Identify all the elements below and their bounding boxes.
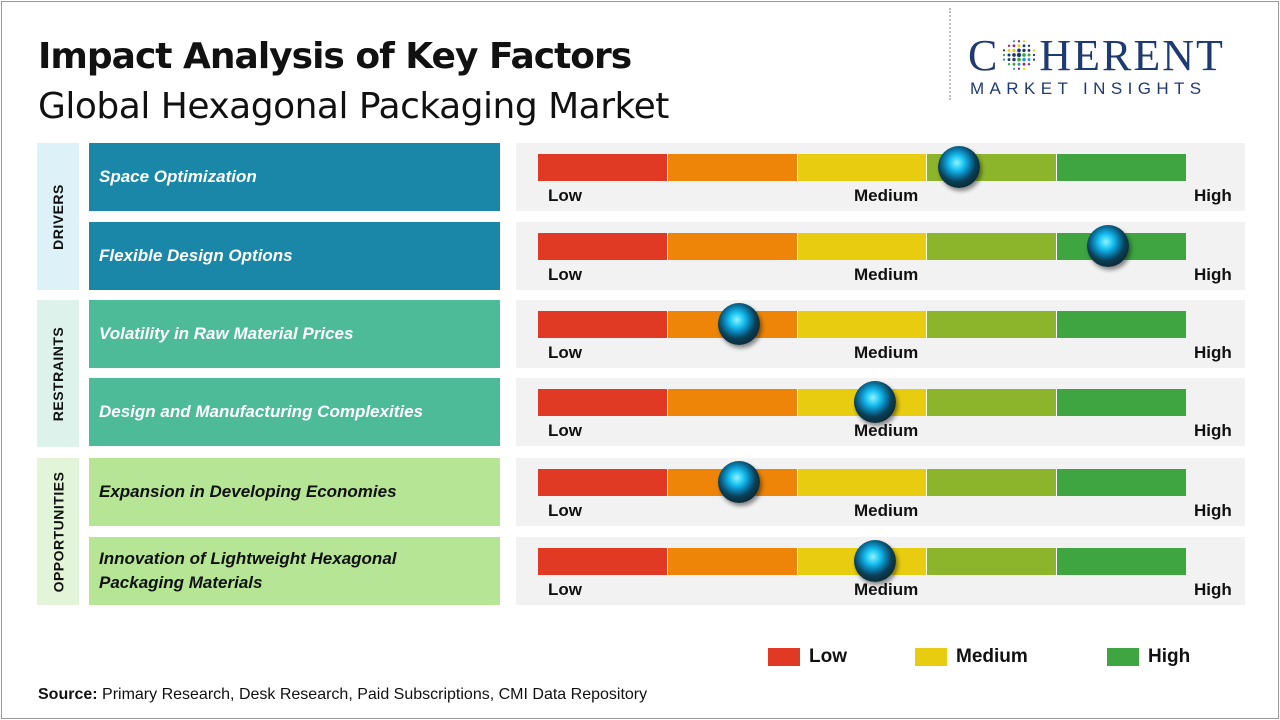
impact-marker bbox=[717, 461, 760, 503]
scale-label-low: Low bbox=[548, 421, 582, 440]
scale-segment bbox=[1057, 469, 1186, 496]
chart-subtitle: Global Hexagonal Packaging Market bbox=[38, 86, 669, 127]
scale-segment bbox=[1057, 548, 1186, 575]
scale-segment bbox=[927, 311, 1058, 338]
impact-meter: Low Medium High bbox=[516, 537, 1245, 605]
scale-segment bbox=[797, 233, 928, 260]
legend-swatch-high bbox=[1107, 648, 1139, 666]
scale-segment bbox=[667, 389, 798, 416]
scale-segment bbox=[1057, 311, 1186, 338]
chart-title: Impact Analysis of Key Factors bbox=[38, 36, 632, 77]
scale-segment bbox=[927, 233, 1058, 260]
legend-label-high: High bbox=[1148, 646, 1191, 667]
scale-label-low: Low bbox=[548, 186, 582, 205]
impact-marker bbox=[717, 303, 760, 345]
impact-marker bbox=[853, 381, 896, 423]
legend-label-medium: Medium bbox=[956, 646, 1028, 667]
impact-meter: Low Medium High bbox=[516, 222, 1245, 290]
legend-item-high: High bbox=[1107, 646, 1190, 668]
scale-segment bbox=[1057, 154, 1186, 181]
scale-label-medium: Medium bbox=[854, 501, 919, 520]
scale-segment bbox=[538, 154, 668, 181]
scale-segment bbox=[667, 233, 798, 260]
scale-label-low: Low bbox=[548, 580, 582, 599]
impact-marker bbox=[938, 146, 981, 188]
factor-label: Innovation of Lightweight Hexagonal Pack… bbox=[89, 537, 500, 605]
impact-meter: Low Medium High bbox=[516, 378, 1245, 446]
scale-segment bbox=[797, 154, 928, 181]
impact-meter: Low Medium High bbox=[516, 300, 1245, 368]
scale-label-low: Low bbox=[548, 343, 582, 362]
scale-segment bbox=[797, 469, 928, 496]
legend-item-low: Low bbox=[768, 646, 847, 668]
legend-swatch-low bbox=[768, 648, 800, 666]
scale-segment bbox=[538, 233, 668, 260]
scale-label-medium: Medium bbox=[854, 580, 919, 599]
scale-segment bbox=[797, 311, 928, 338]
scale-label-medium: Medium bbox=[854, 186, 919, 205]
scale-label-low: Low bbox=[548, 501, 582, 520]
impact-meter: Low Medium High bbox=[516, 143, 1245, 211]
impact-marker bbox=[1087, 225, 1130, 267]
scale-label-high: High bbox=[1194, 343, 1232, 362]
impact-scale-bar bbox=[538, 311, 1186, 338]
scale-label-high: High bbox=[1194, 186, 1232, 205]
scale-segment bbox=[538, 469, 668, 496]
category-label: RESTRAINTS bbox=[50, 326, 67, 421]
scale-segment bbox=[667, 154, 798, 181]
impact-scale-bar bbox=[538, 469, 1186, 496]
scale-segment bbox=[927, 469, 1058, 496]
scale-label-high: High bbox=[1194, 580, 1232, 599]
category-restraints: RESTRAINTS bbox=[37, 300, 79, 447]
factor-label: Design and Manufacturing Complexities bbox=[89, 378, 500, 446]
factor-label: Expansion in Developing Economies bbox=[89, 458, 500, 526]
category-drivers: DRIVERS bbox=[37, 143, 79, 290]
factor-label: Volatility in Raw Material Prices bbox=[89, 300, 500, 368]
logo-wordmark: HERENT bbox=[1039, 31, 1225, 80]
factor-label: Space Optimization bbox=[89, 143, 500, 211]
legend-label-low: Low bbox=[809, 646, 847, 667]
category-label: DRIVERS bbox=[50, 183, 67, 250]
logo-letter-c: C bbox=[968, 31, 1000, 80]
logo-tagline: MARKET INSIGHTS bbox=[970, 79, 1207, 98]
logo-dot-globe-icon bbox=[1003, 40, 1036, 70]
impact-scale-bar bbox=[538, 233, 1186, 260]
scale-label-high: High bbox=[1194, 501, 1232, 520]
scale-label-high: High bbox=[1194, 265, 1232, 284]
legend-swatch-medium bbox=[915, 648, 947, 666]
category-opportunities: OPPORTUNITIES bbox=[37, 458, 79, 605]
source-label: Source: bbox=[38, 686, 98, 703]
scale-segment bbox=[1057, 389, 1186, 416]
category-label: OPPORTUNITIES bbox=[50, 471, 67, 592]
scale-segment bbox=[538, 548, 668, 575]
company-logo: C HERENT bbox=[968, 30, 1225, 81]
scale-segment bbox=[667, 548, 798, 575]
scale-label-medium: Medium bbox=[854, 421, 919, 440]
scale-label-high: High bbox=[1194, 421, 1232, 440]
scale-label-medium: Medium bbox=[854, 265, 919, 284]
scale-segment bbox=[538, 311, 668, 338]
scale-segment bbox=[538, 389, 668, 416]
scale-label-low: Low bbox=[548, 265, 582, 284]
impact-marker bbox=[853, 540, 896, 582]
impact-scale-bar bbox=[538, 154, 1186, 181]
scale-label-medium: Medium bbox=[854, 343, 919, 362]
factor-label: Flexible Design Options bbox=[89, 222, 500, 290]
legend-item-medium: Medium bbox=[915, 646, 1028, 668]
impact-meter: Low Medium High bbox=[516, 458, 1245, 526]
scale-segment bbox=[927, 389, 1058, 416]
source-note: Source: Primary Research, Desk Research,… bbox=[38, 686, 647, 704]
logo-divider bbox=[949, 8, 951, 100]
scale-segment bbox=[927, 548, 1058, 575]
source-text: Primary Research, Desk Research, Paid Su… bbox=[97, 686, 648, 703]
